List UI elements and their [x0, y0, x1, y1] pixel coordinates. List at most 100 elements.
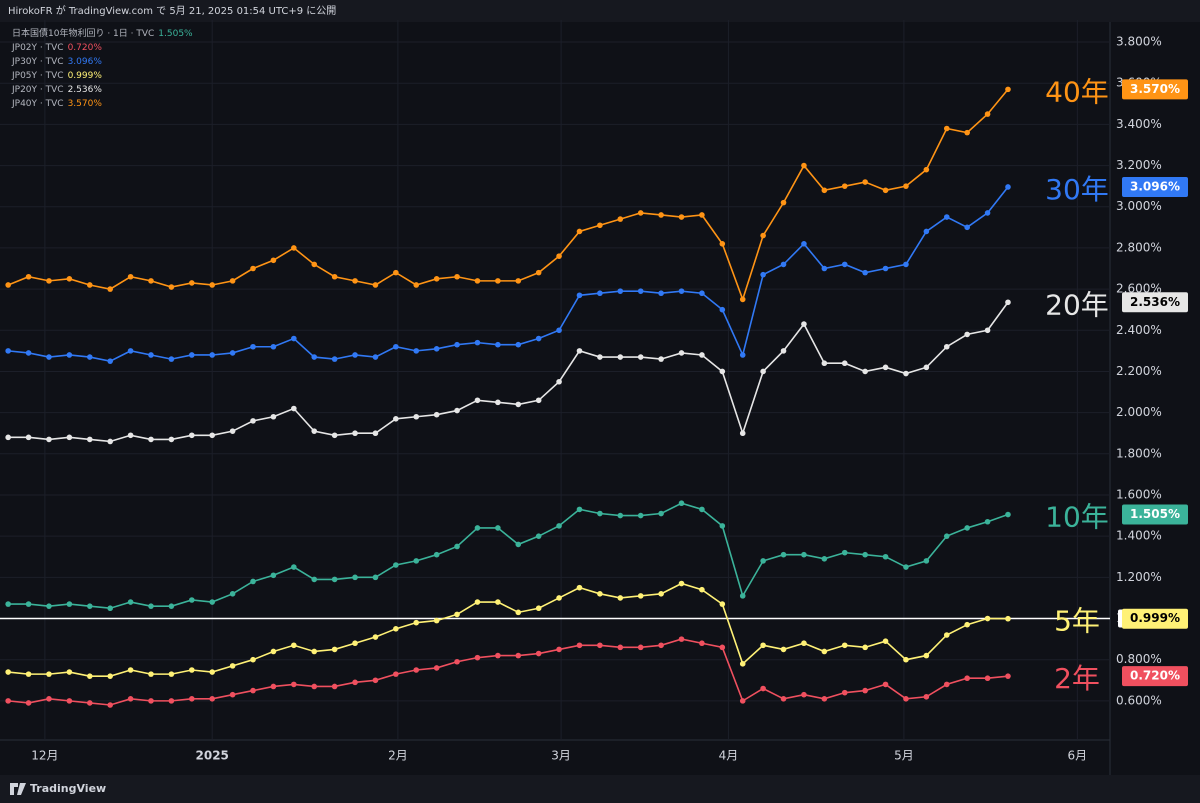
data-point [1005, 86, 1011, 93]
data-point [984, 111, 991, 117]
data-point [576, 642, 583, 649]
data-point [25, 350, 32, 356]
y-tick-label: 1.800% [1116, 446, 1162, 460]
data-point [393, 269, 399, 276]
data-point [454, 543, 460, 550]
data-point [658, 642, 664, 649]
data-point [841, 183, 848, 189]
data-point [637, 210, 644, 216]
data-point [148, 352, 154, 358]
data-point [535, 269, 542, 276]
data-point [943, 125, 950, 132]
data-point [556, 378, 562, 385]
data-point [862, 551, 868, 558]
data-point [760, 232, 766, 239]
data-point [229, 691, 236, 698]
data-point [984, 210, 991, 216]
data-point [801, 640, 807, 647]
data-point [515, 541, 522, 548]
last-value-label: 3.570% [1130, 82, 1180, 96]
legend-value: 0.999% [68, 71, 103, 81]
legend-name: JP05Y · TVC [11, 71, 64, 81]
data-point [821, 556, 828, 562]
data-point [46, 436, 52, 443]
data-point [393, 626, 399, 632]
data-point [719, 368, 726, 375]
data-point [189, 352, 195, 358]
data-point [678, 214, 685, 220]
last-value-label: 3.096% [1130, 179, 1180, 193]
data-point [617, 644, 624, 651]
data-point [352, 352, 358, 358]
data-point [495, 341, 501, 348]
data-point [250, 656, 256, 663]
data-point [107, 358, 113, 364]
data-point [984, 675, 991, 682]
data-point [189, 432, 195, 439]
data-point [209, 282, 216, 288]
data-point [760, 685, 766, 692]
data-point [107, 438, 113, 445]
last-value-label: 0.999% [1130, 611, 1180, 625]
legend-value: 3.570% [68, 99, 103, 109]
data-point [372, 430, 379, 437]
data-point [454, 273, 460, 280]
data-point [862, 269, 868, 276]
data-point [250, 265, 256, 272]
data-point [821, 696, 828, 702]
data-point [923, 558, 930, 564]
data-point [739, 296, 746, 303]
legend-entry: JP02Y · TVC 0.720% [11, 43, 102, 53]
data-point [495, 652, 501, 659]
data-point [454, 407, 460, 414]
data-point [699, 640, 705, 647]
data-point [372, 574, 379, 581]
data-point [699, 586, 705, 593]
data-point [413, 667, 420, 673]
data-point [86, 436, 93, 443]
data-point [352, 430, 358, 437]
data-point [127, 273, 134, 280]
data-point [678, 500, 685, 507]
data-point [66, 434, 73, 441]
y-tick-label: 2.800% [1116, 240, 1162, 254]
last-value-box [1122, 176, 1188, 197]
data-point [739, 430, 746, 437]
data-point [964, 129, 970, 136]
data-point [66, 352, 73, 358]
data-point [413, 282, 420, 288]
data-point [270, 413, 277, 420]
y-tick-label: 1.600% [1116, 487, 1162, 501]
legend-entry: JP40Y · TVC 3.570% [11, 99, 102, 109]
data-point [250, 578, 256, 585]
data-point [311, 576, 318, 583]
data-point [862, 644, 868, 651]
data-point [209, 696, 216, 702]
data-point [903, 370, 909, 377]
data-point [250, 343, 256, 350]
data-point [270, 343, 277, 350]
legend-entry: JP30Y · TVC 3.096% [11, 57, 102, 67]
data-point [719, 523, 726, 529]
data-point [270, 648, 277, 655]
data-point [5, 698, 11, 704]
legend-name: JP30Y · TVC [11, 57, 64, 67]
data-point [291, 642, 297, 649]
data-point [495, 399, 501, 406]
x-tick-label: 12月 [31, 749, 58, 763]
series-line [7, 88, 1009, 302]
data-point [127, 599, 134, 605]
last-value-box [1122, 292, 1188, 313]
legend-name: JP20Y · TVC [11, 85, 64, 95]
data-point [331, 646, 338, 653]
data-point [495, 599, 501, 605]
data-point [148, 671, 154, 677]
data-point [291, 405, 297, 412]
data-point [597, 354, 603, 360]
data-point [943, 343, 950, 350]
data-point [903, 183, 909, 189]
data-point [372, 354, 379, 360]
data-point [189, 667, 195, 673]
data-point [209, 432, 216, 439]
legend-value: 3.096% [68, 57, 103, 67]
